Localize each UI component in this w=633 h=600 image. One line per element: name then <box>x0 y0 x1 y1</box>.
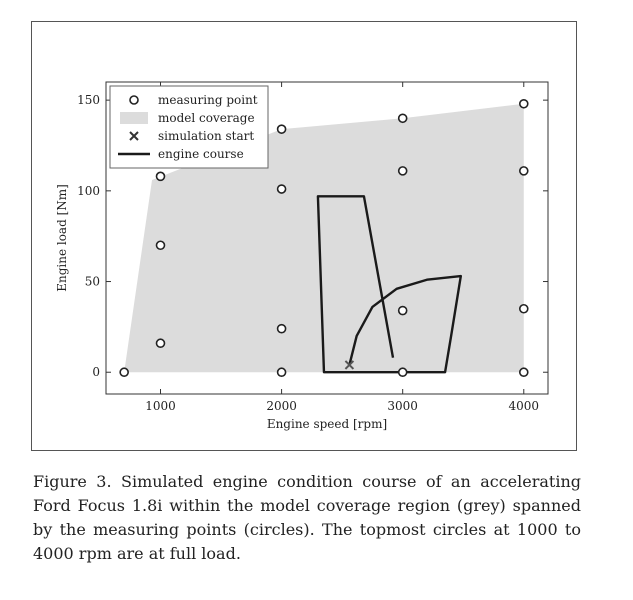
measuring-point <box>276 124 287 134</box>
x-tick-label: 4000 <box>509 399 540 413</box>
measuring-point <box>119 367 129 378</box>
legend-model-coverage-swatch <box>120 112 148 124</box>
measuring-point <box>276 184 287 194</box>
y-tick-label: 150 <box>77 93 100 107</box>
measuring-point <box>155 240 166 251</box>
measuring-point <box>518 367 529 378</box>
measuring-point <box>155 171 166 182</box>
measuring-point <box>276 323 287 334</box>
figure-caption: Figure 3. Simulated engine condition cou… <box>33 472 581 563</box>
legend-simulation-start-swatch <box>129 131 139 141</box>
legend-entry-label: measuring point <box>158 93 258 107</box>
x-tick-label: 2000 <box>266 399 297 413</box>
measuring-point <box>518 303 529 314</box>
legend-entry-label: model coverage <box>158 111 255 125</box>
figure-frame: 1000 2000 3000 4000 0 50 100 150 Engine speed [r… <box>31 21 577 451</box>
legend-entry-label: engine course <box>158 147 244 161</box>
engine-condition-chart: 1000 2000 3000 4000 0 50 100 150 Engine speed [r… <box>55 81 549 431</box>
y-tick-label: 100 <box>77 184 100 198</box>
measuring-point <box>518 98 529 109</box>
x-tick-label: 3000 <box>387 399 418 413</box>
legend-entry-label: simulation start <box>158 129 254 143</box>
engine-course-line <box>316 195 463 374</box>
measuring-point <box>276 367 287 378</box>
measuring-point <box>155 338 166 349</box>
measuring-point <box>518 166 529 176</box>
y-tick-label: 50 <box>85 275 100 289</box>
y-tick-label: 0 <box>92 365 100 379</box>
measuring-point <box>397 367 408 378</box>
x-tick-label: 1000 <box>145 399 176 413</box>
y-axis-label: Engine load [Nm] <box>55 184 69 292</box>
model-coverage-region <box>124 103 524 373</box>
legend-measuring-point-swatch <box>129 95 139 105</box>
plot-axes-box <box>105 81 549 395</box>
measuring-point <box>397 166 408 176</box>
measuring-point <box>397 113 408 124</box>
x-axis-label: Engine speed [rpm] <box>267 417 387 431</box>
simulation-start-marker <box>344 360 355 370</box>
measuring-point <box>397 305 408 316</box>
